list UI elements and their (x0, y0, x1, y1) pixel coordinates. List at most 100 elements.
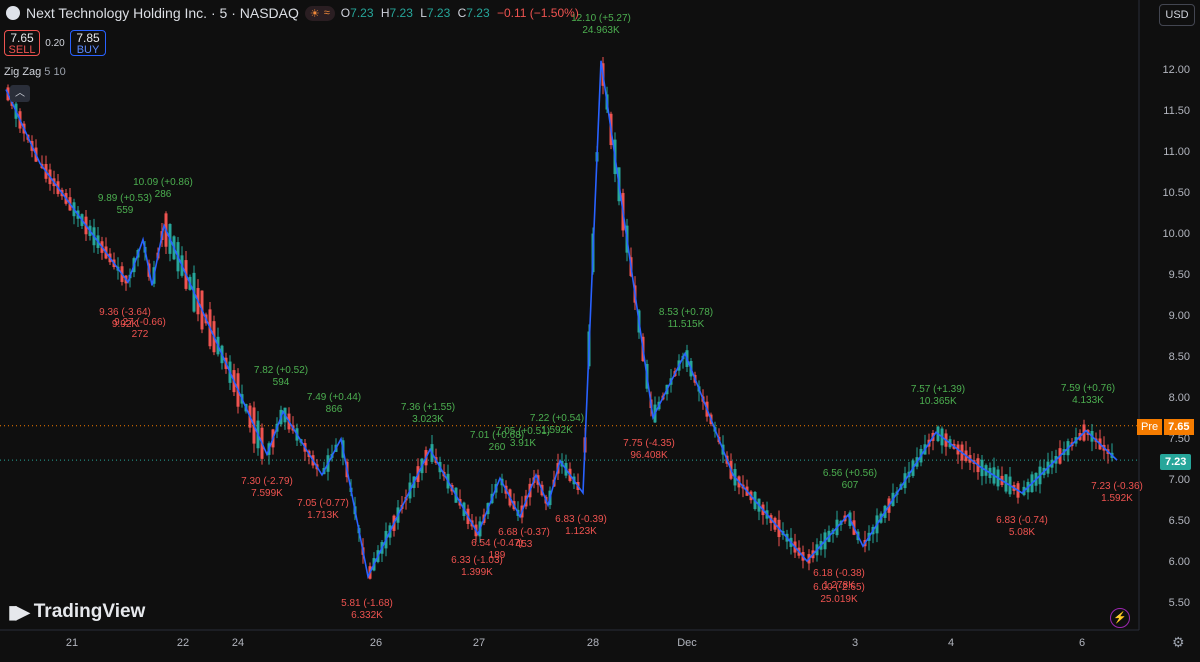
x-tick-label: Dec (677, 637, 697, 649)
buy-button[interactable]: 7.85 BUY (70, 30, 106, 56)
y-tick-label: 7.50 (1169, 433, 1190, 445)
pivot-label-volume: 189 (489, 550, 506, 561)
symbol-title[interactable]: Next Technology Holding Inc. · 5 · NASDA… (26, 5, 299, 21)
pivot-label-volume: 260 (489, 442, 506, 453)
indicator-legend[interactable]: Zig Zag 5 10 (4, 66, 66, 78)
pivot-label-volume: 607 (842, 480, 859, 491)
change-value: −0.11 (−1.50%) (496, 6, 579, 20)
open-value: 7.23 (350, 6, 374, 20)
pivot-label-volume: 286 (155, 189, 172, 200)
pivot-label-price: 9.36 (-3.64) (99, 307, 151, 318)
y-tick-label: 6.50 (1169, 515, 1190, 527)
x-tick-label: 24 (232, 637, 244, 649)
pivot-label-volume: 1.278K (823, 580, 855, 591)
collapse-legend-button[interactable]: ︿ (10, 85, 30, 102)
pivot-label-volume: 272 (132, 329, 149, 340)
pivot-label-price: 6.83 (-0.39) (555, 514, 607, 525)
pivot-label-volume: 9.92K (112, 319, 138, 330)
x-tick-label: 3 (852, 637, 858, 649)
tradingview-logo: ▮▶ TradingView (8, 601, 145, 623)
y-tick-label: 7.00 (1169, 474, 1190, 486)
pivot-label-price: 7.59 (+0.76) (1061, 383, 1115, 394)
zigzag-line (5, 60, 1118, 580)
pivot-label-price: 6.18 (-0.38) (813, 568, 865, 579)
y-tick-label: 9.50 (1169, 269, 1190, 281)
symbol-logo-icon (6, 6, 20, 20)
y-tick-label: 9.00 (1169, 310, 1190, 322)
pivot-label-price: 5.81 (-1.68) (341, 598, 393, 609)
wave-icon: ≈ (323, 6, 330, 19)
pivot-label-volume: 594 (273, 377, 290, 388)
pivot-label-volume: 11.515K (668, 319, 705, 330)
lightning-icon[interactable]: ⚡ (1110, 608, 1130, 628)
spread-value: 0.20 (45, 37, 65, 49)
trade-panel: 7.65 SELL 0.20 7.85 BUY (4, 29, 106, 57)
y-tick-label: 6.00 (1169, 556, 1190, 568)
pivot-label-volume: 3.023K (412, 414, 444, 425)
sell-price: 7.65 (10, 31, 34, 45)
pivot-label-price: 8.53 (+0.78) (659, 307, 713, 318)
y-tick-label: 11.00 (1163, 146, 1190, 158)
buy-label: BUY (76, 44, 100, 56)
pivot-label-volume: 1.592K (541, 425, 573, 436)
pivot-label-volume: 24.963K (582, 25, 620, 36)
pivot-label-price: 7.57 (+1.39) (911, 384, 965, 395)
pivot-label-volume: 5.08K (1009, 527, 1035, 538)
pivot-label-price: 6.33 (-1.03) (451, 555, 503, 566)
pivot-label-price: 7.05 (+0.51) (496, 426, 550, 437)
pivot-label-volume: 25.019K (820, 594, 858, 605)
close-value: 7.23 (466, 6, 490, 20)
y-tick-label: 5.50 (1169, 597, 1190, 609)
pivot-label-price: 7.22 (+0.54) (530, 413, 584, 424)
pivot-label-volume: 4.133K (1072, 395, 1104, 406)
y-tick-label: 8.50 (1169, 351, 1190, 363)
y-tick-label: 10.50 (1162, 187, 1190, 199)
market-status-icons[interactable]: ☀ ≈ (304, 5, 335, 21)
x-tick-label: 27 (473, 637, 485, 649)
indicator-params: 5 10 (44, 66, 66, 78)
chevron-up-icon: ︿ (15, 88, 25, 99)
pivot-label-volume: 1.592K (1101, 493, 1133, 504)
x-tick-label: 28 (587, 637, 599, 649)
pivot-label-price: 6.83 (-0.74) (996, 515, 1048, 526)
pivot-label-volume: 96.408K (630, 450, 668, 461)
premarket-price-tag: Pre 7.65 (1137, 419, 1194, 435)
open-label: O (340, 6, 351, 20)
pivot-label-volume: 7.599K (251, 488, 283, 499)
currency-button[interactable]: USD (1159, 4, 1195, 26)
last-price-tag: 7.23 (1160, 454, 1192, 470)
indicator-name: Zig Zag (4, 66, 42, 78)
sun-icon: ☀ (309, 7, 320, 20)
pivot-label-price: 6.56 (+0.56) (823, 468, 877, 479)
low-value: 7.23 (426, 6, 451, 20)
pivot-label-volume: 6.332K (351, 610, 383, 621)
pivot-label-volume: 1.399K (461, 567, 493, 578)
y-tick-label: 8.00 (1169, 392, 1190, 404)
y-tick-label: 10.00 (1162, 228, 1190, 240)
low-label: L (420, 6, 427, 20)
pivot-label-price: 10.09 (+0.86) (133, 177, 193, 188)
x-tick-label: 26 (370, 637, 382, 649)
pivot-label-price: 7.49 (+0.44) (307, 392, 361, 403)
pivot-label-price: 7.82 (+0.52) (254, 365, 308, 376)
pivot-label-price: 6.00 (-2.65) (813, 582, 865, 593)
ohlc-readout: O7.23 H7.23 L7.23 C7.23 −0.11 (−1.50%) (341, 6, 579, 20)
pivot-label-price: 7.30 (-2.79) (241, 476, 293, 487)
premarket-label: Pre (1137, 419, 1163, 435)
x-tick-label: 6 (1079, 637, 1085, 649)
pivot-label-price: 6.54 (-0.47) (471, 538, 523, 549)
pivot-label-volume: 866 (326, 404, 343, 415)
pivot-label-price: 12.10 (+5.27) (571, 13, 631, 24)
gear-icon[interactable]: ⚙ (1172, 634, 1185, 650)
sell-label: SELL (8, 44, 36, 56)
pivot-label-volume: 559 (117, 205, 134, 216)
pivot-label-price: 9.89 (+0.53) (98, 193, 152, 204)
buy-price: 7.85 (76, 31, 100, 45)
pivot-label-price: 7.23 (-0.36) (1091, 481, 1143, 492)
premarket-value: 7.65 (1164, 419, 1194, 435)
pivot-label-price: 7.75 (-4.35) (623, 438, 675, 449)
y-tick-label: 12.00 (1162, 64, 1190, 76)
sell-button[interactable]: 7.65 SELL (4, 30, 40, 56)
y-tick-label: 11.50 (1163, 105, 1190, 117)
